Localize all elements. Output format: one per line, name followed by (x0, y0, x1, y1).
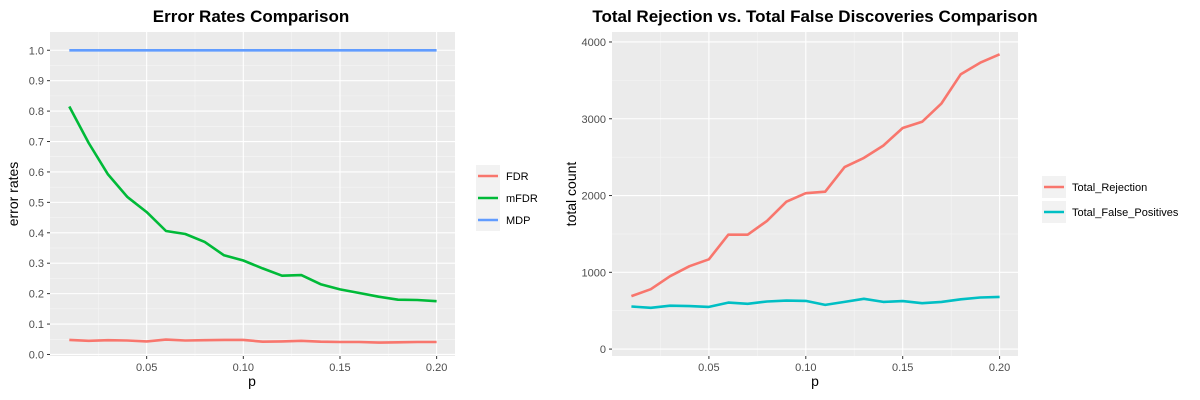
y-tick-label: 1.0 (29, 45, 44, 57)
legend-item: mFDR (476, 187, 538, 209)
series-line-mfdr (68, 105, 437, 303)
x-tick-label: 0.10 (795, 362, 816, 374)
y-tick-label: 1000 (582, 267, 606, 279)
plot-panel (50, 32, 455, 356)
y-tick-label: 0.0 (29, 349, 44, 361)
chart-title: Error Rates Comparison (153, 7, 350, 26)
y-tick-label: 3000 (582, 114, 606, 126)
x-axis-title: p (811, 373, 819, 389)
legend-label: MDP (506, 215, 530, 227)
legend-item: Total_False_Positives (1042, 201, 1179, 223)
y-tick-label: 0.5 (29, 197, 44, 209)
y-tick-label: 0.2 (29, 289, 44, 301)
x-tick-label: 0.15 (892, 362, 913, 374)
y-tick-label: 0.9 (29, 76, 44, 88)
legend-label: FDR (506, 171, 529, 183)
series-line-total-false-positives (631, 295, 1000, 310)
legend-label: Total_False_Positives (1072, 207, 1179, 219)
y-tick-label: 0.7 (29, 137, 44, 149)
y-tick-label: 2000 (582, 191, 606, 203)
chart-title: Total Rejection vs. Total False Discover… (592, 7, 1037, 26)
x-axis-title: p (248, 373, 256, 389)
y-tick-label: 0.4 (29, 228, 44, 240)
legend-label: Total_Rejection (1072, 182, 1147, 194)
y-tick-label: 0.6 (29, 167, 44, 179)
chart-2: 0 1000 2000 3000 4000 0.05 0.10 0.15 0.20 Total R… (563, 7, 1179, 389)
x-tick-label: 0.20 (426, 362, 447, 374)
y-axis-title: error rates (5, 162, 21, 227)
chart-1: 0.0 0.1 0.2 0.3 0.4 0.5 0.6 0.7 0.8 0.9 1.0 0.05 0.1… (5, 7, 538, 389)
y-tick-label: 0.3 (29, 258, 44, 270)
y-tick-label: 4000 (582, 37, 606, 49)
grid (612, 32, 1018, 356)
legend-item: Total_Rejection (1042, 176, 1147, 198)
legend: Total_Rejection Total_False_Positives (1042, 176, 1179, 223)
series-line-fdr (69, 338, 437, 344)
x-tick-label: 0.15 (329, 362, 350, 374)
legend: FDR mFDR MDP (476, 165, 538, 231)
legend-label: mFDR (506, 193, 538, 205)
grid (50, 32, 455, 356)
y-tick-label: 0.8 (29, 106, 44, 118)
legend-item: MDP (476, 209, 530, 231)
x-tick-label: 0.05 (136, 362, 157, 374)
y-axis-title: total count (563, 162, 579, 227)
series-line-total-rejection (630, 53, 1001, 298)
y-tick-label: 0.1 (29, 319, 44, 331)
x-tick-label: 0.10 (233, 362, 254, 374)
legend-item: FDR (476, 165, 529, 187)
x-tick-label: 0.05 (698, 362, 719, 374)
y-tick-label: 0 (600, 344, 606, 356)
x-tick-label: 0.20 (989, 362, 1010, 374)
